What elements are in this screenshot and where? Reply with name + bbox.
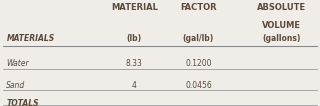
Text: 8.33: 8.33 <box>126 59 143 68</box>
Text: TOTALS: TOTALS <box>6 99 39 106</box>
Text: (gal/lb): (gal/lb) <box>183 34 214 43</box>
Text: (gallons): (gallons) <box>262 34 301 43</box>
Text: 4: 4 <box>132 81 137 90</box>
Text: 0.0456: 0.0456 <box>185 81 212 90</box>
Text: VOLUME: VOLUME <box>262 21 301 30</box>
Text: FACTOR: FACTOR <box>180 3 217 12</box>
Text: (lb): (lb) <box>127 34 142 43</box>
Text: ABSOLUTE: ABSOLUTE <box>257 3 306 12</box>
Text: 0.1200: 0.1200 <box>185 59 212 68</box>
Text: Sand: Sand <box>6 81 26 90</box>
Text: Water: Water <box>6 59 29 68</box>
Text: MATERIALS: MATERIALS <box>6 34 55 43</box>
Text: MATERIAL: MATERIAL <box>111 3 158 12</box>
